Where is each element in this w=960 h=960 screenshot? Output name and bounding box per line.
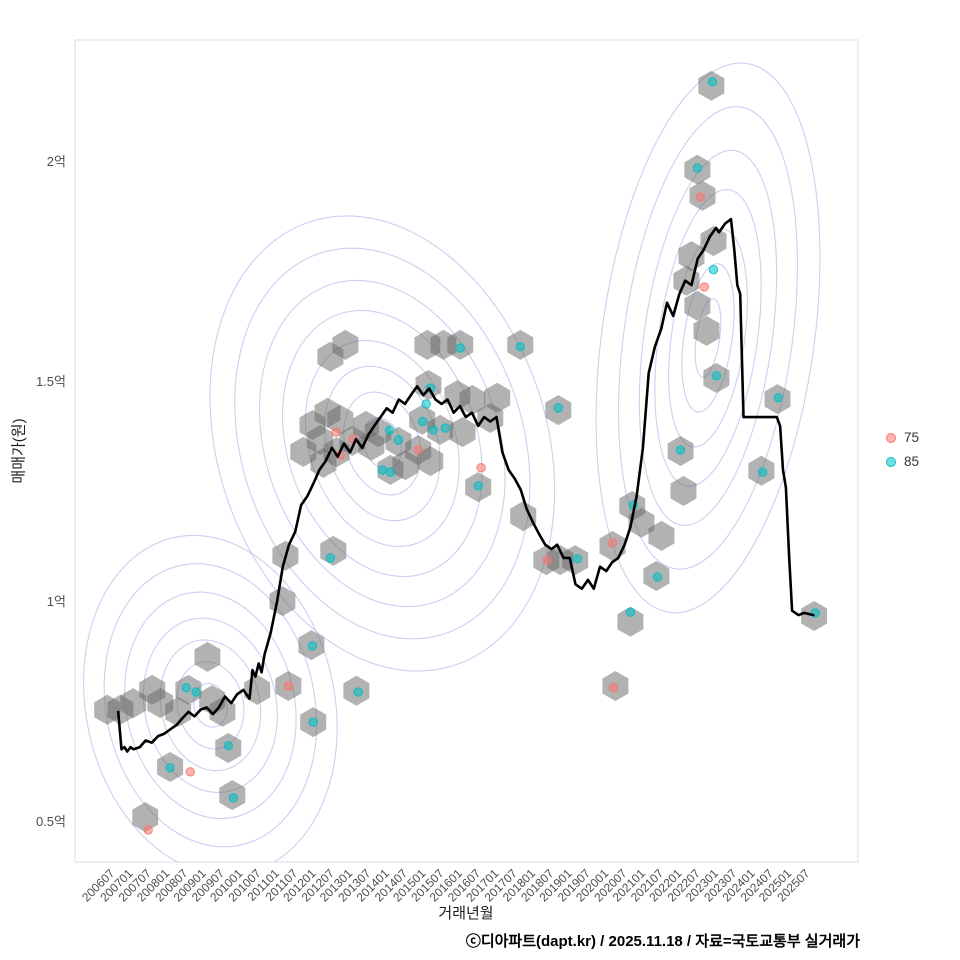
data-point-85	[353, 687, 363, 697]
density-contour	[638, 149, 778, 527]
hexbin-cell	[700, 226, 727, 257]
data-point-85	[707, 77, 718, 87]
data-point-85	[385, 425, 395, 435]
data-point-85	[417, 416, 428, 427]
data-point-85	[393, 435, 404, 445]
hexbin-cell	[693, 315, 720, 346]
density-contour	[234, 247, 531, 640]
density-contour	[681, 263, 735, 413]
data-point-85	[308, 717, 318, 727]
data-point-85	[708, 265, 719, 275]
hexbin-cell	[427, 414, 454, 445]
data-point-85	[757, 467, 768, 477]
y-tick-label: 1.5억	[36, 374, 66, 389]
y-tick-label: 2억	[47, 154, 66, 169]
data-point-85	[773, 393, 783, 403]
data-point-75	[185, 767, 196, 777]
data-point-75	[542, 555, 553, 565]
data-point-85	[428, 425, 438, 435]
x-axis-title: 거래년월	[438, 905, 494, 922]
hexbin-layer	[94, 70, 828, 833]
hexbin-cell	[132, 802, 159, 833]
data-point-85	[572, 554, 583, 564]
density-contour	[209, 215, 556, 672]
hexbin-cell	[417, 446, 444, 477]
data-point-75	[607, 538, 618, 548]
hexbin-cell	[209, 696, 236, 727]
data-point-85	[675, 445, 686, 455]
plot-layers	[83, 62, 828, 862]
y-axis-labels: 0.5억 1억 1.5억 2억	[36, 154, 66, 829]
data-point-85	[515, 342, 525, 352]
data-point-75	[143, 825, 153, 835]
hexbin-cell	[194, 641, 221, 672]
legend-item-75: 75	[886, 430, 919, 445]
data-point-85	[307, 641, 318, 651]
data-point-75	[608, 683, 619, 693]
data-point-75	[695, 192, 705, 202]
data-point-85	[625, 607, 636, 617]
hexbin-cell	[670, 476, 697, 506]
legend-dot-75	[886, 432, 896, 443]
data-point-85	[455, 343, 465, 353]
hexbin-cell	[449, 417, 476, 448]
x-axis-labels: 2006072007012007072008012008072009012009…	[79, 866, 813, 904]
data-point-85	[377, 465, 387, 475]
hexbin-cell	[617, 606, 644, 637]
source-caption: ⓒ디아파트(dapt.kr) / 2025.11.18 / 자료=국토교통부 실…	[465, 933, 860, 950]
median-price-line	[116, 217, 815, 753]
density-contour	[83, 534, 338, 862]
legend-label-75: 75	[904, 430, 920, 445]
data-point-85	[553, 403, 563, 413]
hexbin-cell	[628, 507, 655, 538]
hexbin-cell	[510, 501, 537, 532]
data-point-85	[473, 481, 483, 491]
hexbin-cell	[327, 404, 354, 435]
scatter-series-85	[165, 77, 820, 803]
data-point-85	[692, 163, 703, 173]
data-point-75	[413, 445, 423, 455]
hexbin-cell	[332, 329, 359, 360]
data-point-85	[223, 741, 234, 751]
data-point-75	[331, 427, 341, 437]
hexbin-cell	[484, 382, 511, 413]
data-point-75	[699, 282, 709, 292]
y-tick-label: 1억	[47, 594, 66, 609]
data-point-85	[181, 683, 191, 693]
legend-label-85: 85	[904, 454, 920, 469]
hexbin-cell	[165, 696, 192, 727]
hexbin-cell	[684, 290, 711, 321]
legend-item-85: 85	[886, 454, 919, 469]
y-tick-label: 0.5억	[36, 814, 66, 829]
data-point-85	[191, 687, 201, 697]
data-point-85	[165, 763, 175, 773]
legend: 75 85	[886, 430, 919, 469]
data-point-85	[711, 371, 722, 381]
data-point-85	[228, 793, 239, 803]
density-contour	[595, 62, 821, 614]
legend-dot-85	[886, 456, 896, 467]
hexbin-cell	[648, 520, 675, 551]
data-point-85	[421, 399, 431, 409]
data-point-75	[283, 681, 293, 691]
density-contour	[103, 563, 318, 848]
hexbin-cell	[678, 241, 705, 272]
data-point-85	[652, 572, 663, 582]
y-axis-title: 매매가(원)	[10, 418, 28, 484]
data-point-85	[440, 423, 450, 433]
data-point-75	[476, 463, 486, 473]
data-point-85	[385, 467, 396, 477]
hexbin-cell	[459, 385, 486, 415]
data-point-85	[325, 553, 336, 563]
density-contour	[617, 106, 799, 570]
hexbin-cell	[365, 417, 392, 448]
